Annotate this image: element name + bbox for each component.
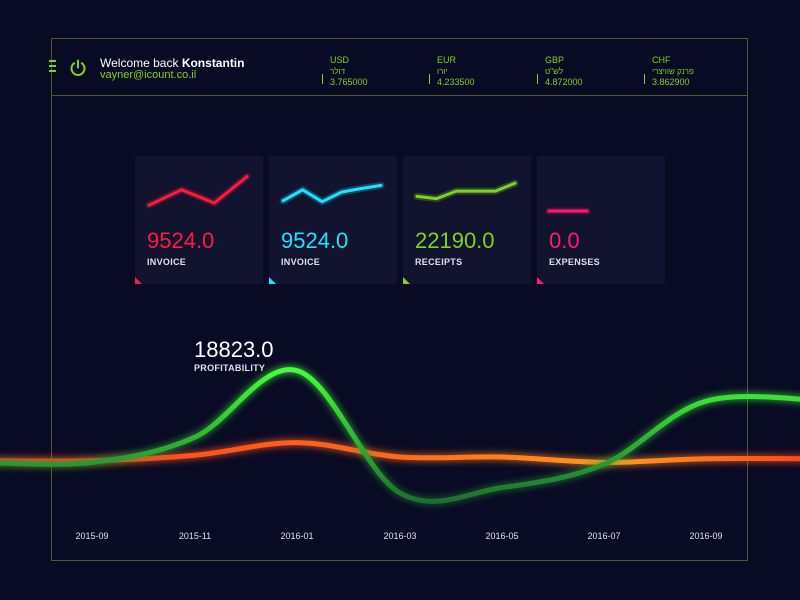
currency-rate: 4.233500 <box>437 77 475 87</box>
currency-rate: 4.872000 <box>545 77 583 87</box>
currency-divider <box>322 74 323 84</box>
currency-divider <box>429 74 430 84</box>
card-value: 9524.0 <box>281 228 349 253</box>
currency-local-name: פרנק שוויצרי <box>652 67 694 76</box>
currency-code: EUR <box>437 55 457 65</box>
card-sparkline <box>279 181 385 206</box>
currency-code: USD <box>330 55 350 65</box>
currency-gbp: GBP לש"ט 4.872000 <box>537 55 583 88</box>
profitability-chart <box>0 367 800 504</box>
card-label: INVOICE <box>147 257 187 267</box>
sparkline-glow <box>145 173 251 209</box>
currency-eur: EUR יורו 4.233500 <box>429 55 475 88</box>
user-email: vayner@icount.co.il <box>100 69 197 81</box>
card-corner-marker <box>403 277 410 284</box>
currency-divider <box>644 74 645 84</box>
currency-usd: USD דולר 3.765000 <box>322 55 368 88</box>
header-bar <box>51 38 748 96</box>
power-icon[interactable] <box>69 59 87 77</box>
welcome-text: Welcome back <box>100 56 182 70</box>
x-tick-label: 2015-09 <box>75 531 109 541</box>
card-value: 22190.0 <box>415 228 495 253</box>
x-tick-label: 2016-09 <box>689 531 723 541</box>
currency-local-name: יורו <box>437 67 448 76</box>
x-tick-label: 2016-03 <box>383 531 417 541</box>
currency-divider <box>537 74 538 84</box>
dashboard-frame <box>51 38 748 561</box>
summary-card-expenses[interactable]: 0.0 EXPENSES <box>537 156 665 284</box>
x-tick-label: 2016-01 <box>280 531 314 541</box>
card-value: 9524.0 <box>147 228 215 253</box>
profitability-label: PROFITABILITY <box>194 363 266 373</box>
welcome-message: Welcome back Konstantin <box>100 56 244 70</box>
card-corner-marker <box>269 277 276 284</box>
card-sparkline <box>413 179 519 203</box>
card-label: EXPENSES <box>549 257 600 267</box>
currency-rate: 3.862900 <box>652 77 690 87</box>
card-corner-marker <box>135 277 142 284</box>
x-tick-label: 2015-11 <box>178 531 212 541</box>
card-value: 0.0 <box>549 228 580 253</box>
sparkline-line <box>147 175 249 207</box>
x-tick-label: 2016-05 <box>485 531 519 541</box>
currency-chf: CHF פרנק שוויצרי 3.862900 <box>644 55 694 88</box>
card-sparkline <box>145 173 251 209</box>
summary-card-invoice[interactable]: 9524.0 INVOICE <box>135 156 263 284</box>
currency-code: GBP <box>545 55 565 65</box>
sparkline-line <box>415 181 517 201</box>
sparkline-line <box>281 183 383 204</box>
currency-rate: 3.765000 <box>330 77 368 87</box>
currency-local-name: לש"ט <box>545 67 564 76</box>
card-corner-marker <box>537 277 544 284</box>
card-label: INVOICE <box>281 257 321 267</box>
x-tick-label: 2016-07 <box>587 531 621 541</box>
summary-card-receipts[interactable]: 22190.0 RECEIPTS <box>403 156 531 284</box>
currency-code: CHF <box>652 55 671 65</box>
profitability-value: 18823.0 <box>194 337 274 362</box>
user-name: Konstantin <box>181 56 245 70</box>
summary-card-invoice-2[interactable]: 9524.0 INVOICE <box>269 156 397 284</box>
card-sparkline <box>545 207 591 215</box>
menu-icon[interactable] <box>49 60 57 74</box>
currency-local-name: דולר <box>330 67 346 76</box>
card-label: RECEIPTS <box>415 257 463 267</box>
series-line-green <box>0 367 800 504</box>
